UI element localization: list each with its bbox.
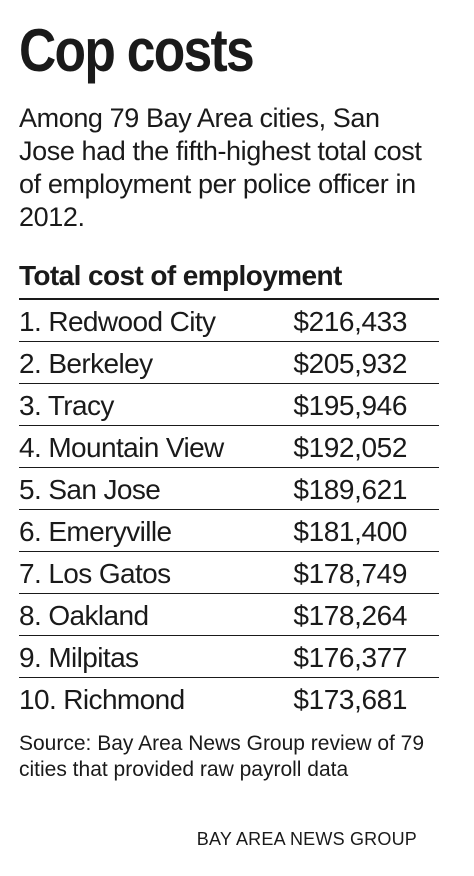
cost-value: $178,264 [293,600,407,631]
table-row: 2. Berkeley $205,932 [19,342,439,384]
city-name: 4. Mountain View [19,432,224,463]
city-name: 9. Milpitas [19,642,139,673]
cost-value: $192,052 [293,432,407,463]
cost-value: $205,932 [293,348,407,379]
table-row: 6. Emeryville $181,400 [19,510,439,552]
city-name: 1. Redwood City [19,306,216,337]
table-body: 1. Redwood City $216,433 2. Berkeley $205,9… [19,300,439,719]
city-name: 10. Richmond [19,684,185,715]
table-row: 10. Richmond $173,681 [19,678,439,719]
cost-value: $176,377 [293,642,407,673]
chart-title: Cop costs [19,17,255,84]
table-row: 7. Los Gatos $178,749 [19,552,439,594]
cost-value: $216,433 [293,306,407,337]
table-row: 4. Mountain View $192,052 [19,426,439,468]
table-row: 5. San Jose $189,621 [19,468,439,510]
table-row: 8. Oakland $178,264 [19,594,439,636]
city-name: 5. San Jose [19,474,161,505]
cost-value: $181,400 [293,516,407,547]
cost-value: $178,749 [293,558,407,589]
graphic: Cop costs Among 79 Bay Area cities, San … [19,18,439,783]
city-name: 7. Los Gatos [19,558,171,589]
table-row: 9. Milpitas $176,377 [19,636,439,678]
cost-value: $173,681 [293,684,407,715]
city-name: 2. Berkeley [19,348,153,379]
table-row: 3. Tracy $195,946 [19,384,439,426]
city-name: 6. Emeryville [19,516,172,547]
source-note: Source: Bay Area News Group review of 79… [19,732,425,781]
city-name: 3. Tracy [19,390,114,421]
chart-subtitle: Among 79 Bay Area cities, San Jose had t… [19,103,422,232]
table-header: Total cost of employment [19,260,439,300]
cost-value: $189,621 [293,474,407,505]
table-row: 1. Redwood City $216,433 [19,300,439,342]
credit-line: BAY AREA NEWS GROUP [196,829,417,849]
cost-value: $195,946 [293,390,407,421]
city-name: 8. Oakland [19,600,149,631]
